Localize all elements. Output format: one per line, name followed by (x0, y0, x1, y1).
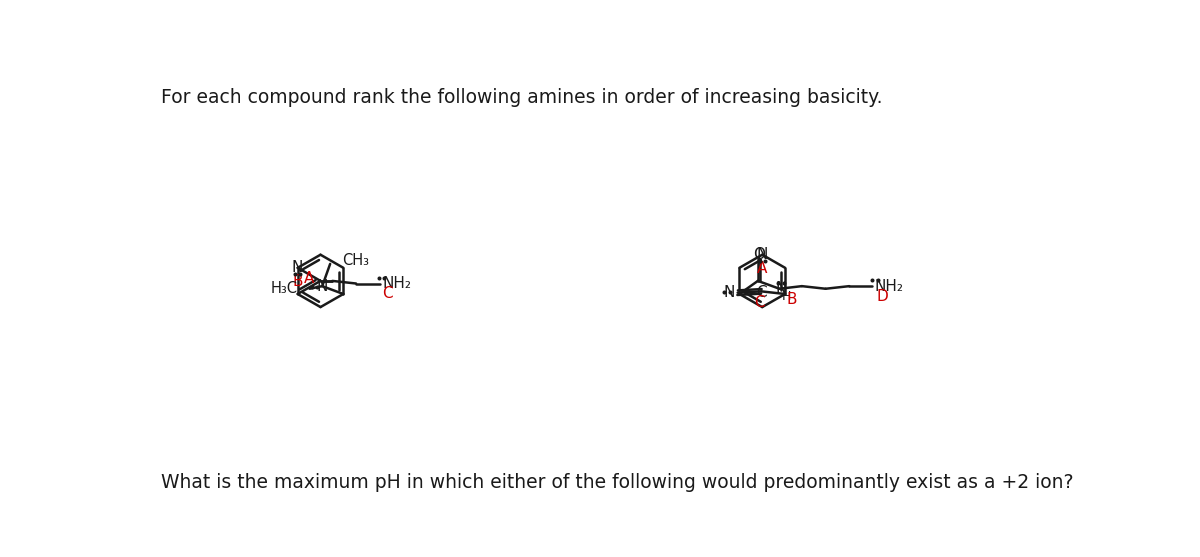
Text: N: N (756, 247, 768, 262)
Text: N: N (724, 285, 734, 300)
Text: C: C (383, 286, 392, 301)
Text: N: N (292, 260, 304, 275)
Text: NH₂: NH₂ (875, 278, 904, 294)
Text: H: H (781, 290, 791, 303)
Text: N: N (317, 278, 328, 294)
Text: H₃C: H₃C (270, 281, 298, 296)
Text: C: C (754, 295, 764, 310)
Text: CH₃: CH₃ (342, 252, 370, 267)
Text: N: N (775, 281, 787, 296)
Text: C: C (756, 285, 767, 300)
Text: For each compound rank the following amines in order of increasing basicity.: For each compound rank the following ami… (161, 89, 882, 108)
Text: What is the maximum pH in which either of the following would predominantly exis: What is the maximum pH in which either o… (161, 473, 1073, 492)
Text: A: A (757, 261, 768, 276)
Text: O: O (754, 247, 766, 262)
Text: D: D (877, 289, 888, 304)
Text: B: B (293, 274, 302, 289)
Text: NH₂: NH₂ (383, 276, 412, 291)
Text: B: B (787, 292, 797, 307)
Text: A: A (304, 271, 314, 286)
